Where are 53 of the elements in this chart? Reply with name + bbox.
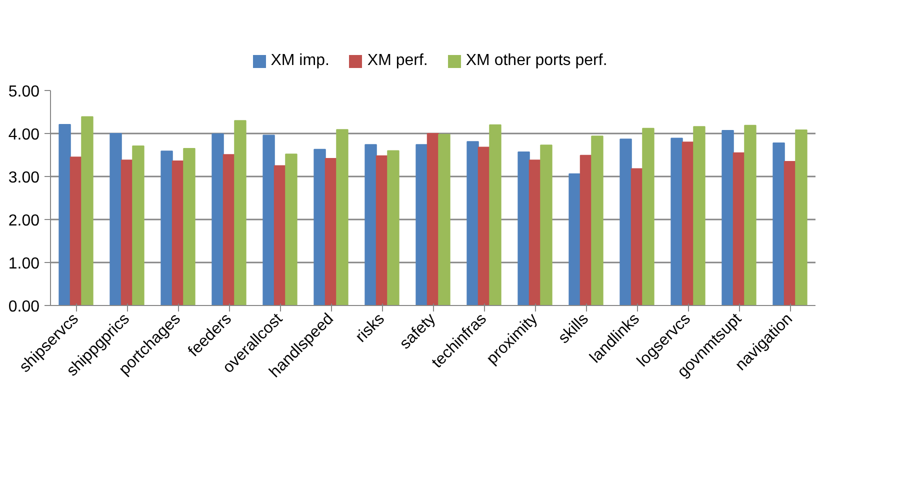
bar [438,134,450,306]
bar [580,154,592,306]
bar [336,129,348,306]
bar [70,156,82,306]
bar [234,120,246,306]
bar [314,148,326,306]
bar [120,160,134,306]
legend-label: XM perf. [367,51,428,71]
bar [110,133,122,306]
bar [540,144,552,306]
bar [744,124,756,306]
bar [212,133,224,306]
bar [376,155,388,306]
bar [222,154,236,306]
bar [528,160,542,306]
bar [183,148,196,306]
bar [518,151,530,306]
bar [172,160,184,306]
bar [262,134,275,306]
y-tick-label: 1.00 [8,256,40,272]
bar [426,133,440,306]
bar [324,158,338,306]
bar [591,136,604,306]
y-tick-label: 2.00 [8,212,40,230]
bar [722,130,734,306]
legend-label: XM imp. [270,51,330,71]
bar [387,150,400,306]
bar [682,142,694,306]
bar [795,130,808,306]
bar [58,124,71,306]
bar [568,173,581,306]
y-tick-label: 3.00 [8,170,40,186]
bar [81,116,94,306]
bar [693,126,706,306]
legend-label: XM other ports perf. [466,51,608,71]
bar [670,138,683,306]
bar [160,150,173,306]
y-tick-label: 5.00 [8,84,40,100]
bar [364,144,377,306]
bar [466,141,479,306]
bar [489,124,502,306]
bar [772,142,785,306]
bar [132,145,144,306]
bar [478,146,490,306]
bar [642,128,654,306]
bar [784,160,796,306]
y-tick-label: 0.00 [8,298,40,316]
bar [274,165,286,306]
bar [285,154,298,306]
bar [732,152,746,306]
bar [416,144,428,306]
bar [620,138,632,306]
y-tick-label: 4.00 [8,126,40,144]
